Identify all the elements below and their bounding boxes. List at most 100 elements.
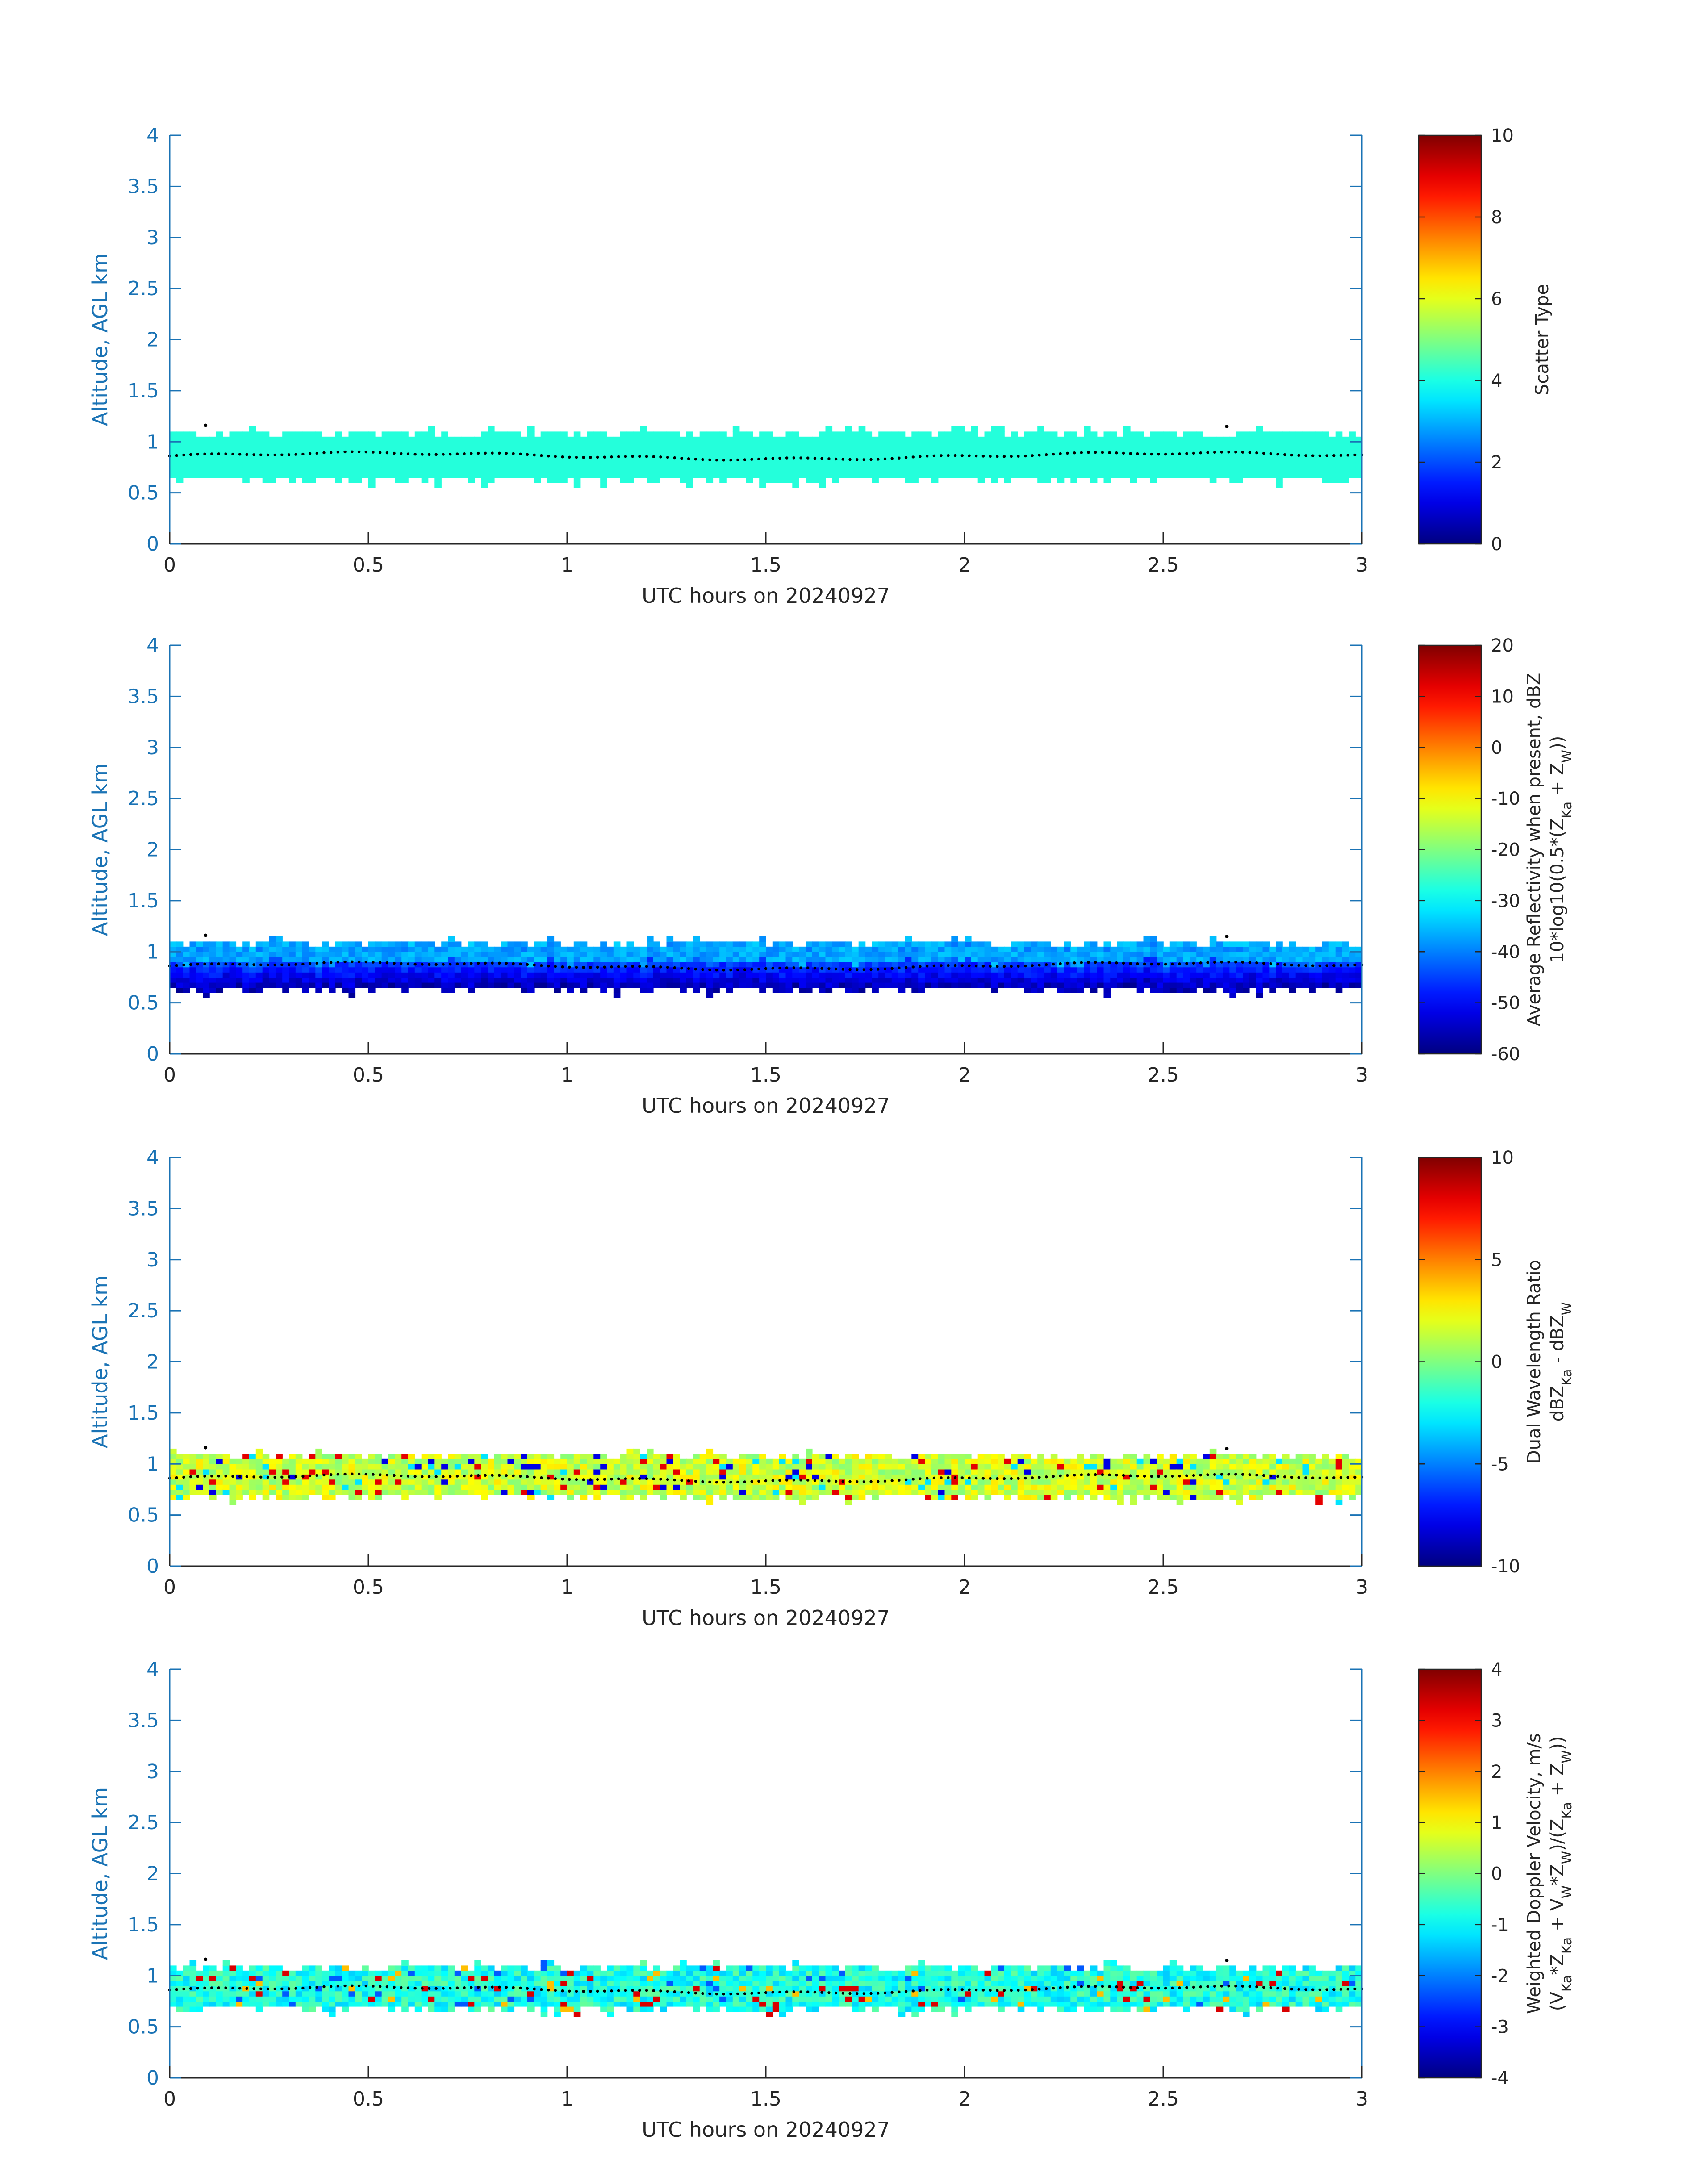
heatmap-cell — [295, 946, 303, 952]
cloud-base-point — [1115, 451, 1118, 455]
heatmap-cell — [845, 957, 852, 962]
heatmap-cell — [295, 977, 303, 983]
heatmap-cell — [388, 1469, 396, 1475]
heatmap-cell — [666, 431, 674, 437]
heatmap-cell — [825, 977, 833, 983]
heatmap-cell — [547, 977, 555, 983]
heatmap-cell — [719, 962, 727, 968]
heatmap-cell — [991, 977, 998, 983]
heatmap-cell — [527, 962, 535, 968]
cloud-base-point — [1318, 964, 1321, 967]
heatmap-cell — [448, 447, 455, 452]
heatmap-cell — [547, 972, 555, 978]
heatmap-cell — [209, 1489, 217, 1495]
heatmap-cell — [746, 962, 753, 968]
cloud-base-point — [806, 966, 810, 969]
heatmap-cell — [673, 447, 680, 452]
heatmap-cell — [1262, 431, 1270, 437]
heatmap-cell — [673, 452, 680, 458]
heatmap-cell — [1309, 447, 1316, 452]
heatmap-cell — [209, 967, 217, 973]
heatmap-cell — [282, 472, 289, 478]
heatmap-cell — [1097, 982, 1104, 988]
heatmap-cell — [554, 462, 561, 468]
heatmap-cell — [971, 447, 978, 452]
heatmap-cell — [1103, 447, 1111, 452]
heatmap-cell — [693, 467, 700, 473]
cloud-base-point — [806, 456, 810, 460]
heatmap-cell — [534, 1484, 541, 1490]
heatmap-cell — [965, 457, 972, 463]
heatmap-cell — [375, 977, 382, 983]
cloud-base-point — [1276, 453, 1279, 456]
heatmap-cell — [527, 987, 535, 993]
heatmap-cell — [289, 1454, 296, 1459]
heatmap-cell — [1276, 952, 1283, 957]
cloud-base-point — [231, 962, 234, 966]
heatmap-cell — [951, 442, 958, 447]
heatmap-cell — [507, 1469, 515, 1475]
heatmap-cell — [977, 472, 985, 478]
heatmap-cell — [1070, 1489, 1077, 1495]
heatmap-cell — [395, 1479, 402, 1485]
heatmap-cell — [732, 462, 740, 468]
heatmap-cell — [878, 431, 885, 437]
heatmap-cell — [468, 972, 475, 978]
cloud-base-point — [189, 963, 192, 966]
heatmap-cell — [1169, 967, 1177, 973]
heatmap-cell — [938, 467, 945, 473]
heatmap-cell — [282, 982, 289, 988]
heatmap-cell — [567, 982, 574, 988]
heatmap-cell — [806, 467, 813, 473]
heatmap-cell — [282, 447, 289, 452]
heatmap-cell — [620, 982, 627, 988]
heatmap-cell — [713, 982, 720, 988]
heatmap-cell — [799, 987, 806, 993]
heatmap-cell — [1070, 946, 1077, 952]
cloud-base-point — [1052, 962, 1055, 966]
heatmap-cell — [1163, 436, 1170, 442]
heatmap-cell — [640, 962, 647, 968]
heatmap-cell — [203, 1464, 210, 1470]
heatmap-cell — [255, 1448, 263, 1454]
heatmap-cell — [501, 1469, 508, 1475]
heatmap-cell — [1070, 957, 1077, 962]
heatmap-cell — [395, 1458, 402, 1464]
heatmap-cell — [1322, 457, 1329, 463]
heatmap-cell — [176, 1464, 184, 1470]
heatmap-cell — [640, 1494, 647, 1500]
heatmap-cell — [342, 952, 349, 957]
heatmap-cell — [626, 1469, 634, 1475]
heatmap-cell — [368, 482, 376, 488]
cloud-base-point — [1115, 961, 1118, 965]
heatmap-cell — [938, 967, 945, 973]
heatmap-cell — [680, 442, 687, 447]
heatmap-cell — [858, 426, 866, 432]
heatmap-cell — [593, 1479, 601, 1485]
heatmap-cell — [600, 462, 607, 468]
heatmap-cell — [905, 1469, 912, 1475]
heatmap-cell — [276, 442, 283, 447]
cloud-base-point — [743, 458, 747, 461]
cloud-base-point — [1038, 454, 1041, 457]
cloud-base-point — [266, 453, 270, 457]
cloud-base-point — [343, 960, 347, 964]
heatmap-cell — [329, 982, 336, 988]
heatmap-cell — [1011, 957, 1018, 962]
heatmap-cell — [620, 972, 627, 978]
cloud-base-point — [953, 964, 957, 967]
heatmap-cell — [998, 1484, 1005, 1490]
heatmap-cell — [322, 467, 329, 473]
heatmap-cell — [1037, 1454, 1044, 1459]
heatmap-cell — [209, 436, 217, 442]
cloud-base-point — [736, 458, 739, 462]
heatmap-cell — [547, 472, 555, 478]
heatmap-cell — [335, 1484, 342, 1490]
heatmap-cell — [732, 941, 740, 947]
heatmap-cell — [329, 967, 336, 973]
heatmap-cell — [1243, 442, 1250, 447]
heatmap-cell — [209, 946, 217, 952]
heatmap-cell — [474, 946, 481, 952]
heatmap-cell — [958, 977, 965, 983]
heatmap-cell — [706, 987, 714, 993]
